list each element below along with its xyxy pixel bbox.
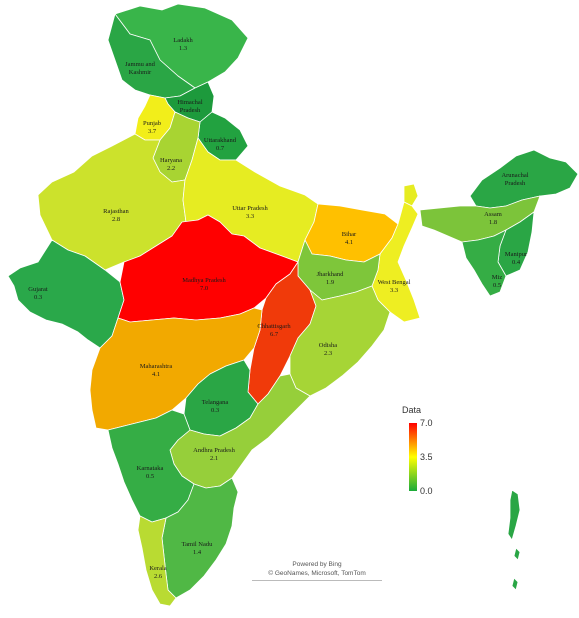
legend-title: Data [402, 405, 422, 415]
label-mp-value: 7.0 [200, 285, 208, 292]
label-chhattisgarh-name: Chhattisgarh [257, 323, 291, 330]
label-jharkhand-name: Jharkhand [317, 271, 344, 278]
state-sikkim[interactable] [403, 183, 419, 207]
label-rajasthan-value: 2.8 [112, 216, 120, 223]
label-jharkhand-value: 1.9 [326, 279, 334, 286]
legend-tick-mid: 3.5 [420, 452, 433, 462]
label-uttarakhand-name: Uttarakhand [204, 137, 237, 144]
state-kerala[interactable] [137, 515, 177, 607]
credit-divider [252, 580, 382, 581]
state-west-bengal[interactable] [371, 201, 421, 323]
label-manipur-name: Manipur [505, 251, 528, 258]
label-karnataka-name: Karnataka [137, 465, 164, 472]
label-jk-name-1: Jammu and [125, 61, 156, 68]
label-tn-name: Tamil Nadu [182, 541, 214, 548]
label-telangana-value: 0.3 [211, 407, 219, 414]
label-telangana-name: Telangana [202, 399, 229, 406]
label-odisha-value: 2.3 [324, 350, 332, 357]
state-odisha[interactable] [289, 285, 391, 397]
label-chhattisgarh-value: 6.7 [270, 331, 279, 338]
label-kerala-name: Kerala [149, 565, 166, 572]
label-mizoram-name: Miz [492, 274, 503, 281]
state-karnataka[interactable] [107, 409, 195, 523]
label-gujarat-value: 0.3 [34, 294, 42, 301]
label-ap-name: Andhra Pradesh [193, 447, 235, 454]
andaman-islands[interactable] [507, 489, 521, 591]
label-punjab-name: Punjab [143, 120, 161, 127]
label-tn-value: 1.4 [193, 549, 202, 556]
credit-attribution: © GeoNames, Microsoft, TomTom [268, 570, 366, 577]
label-kerala-value: 2.6 [154, 573, 163, 580]
label-odisha-name: Odisha [319, 342, 338, 349]
label-assam-value: 1.8 [489, 219, 497, 226]
label-mizoram-value: 0.5 [493, 282, 501, 289]
label-wb-value: 3.3 [390, 287, 398, 294]
label-assam-name: Assam [484, 211, 502, 218]
label-up-name: Uttar Pradesh [232, 205, 268, 212]
label-jk-name-2: Kashmir [129, 69, 152, 76]
legend-color-bar [409, 423, 417, 491]
label-ap-value: 2.1 [210, 455, 218, 462]
label-karnataka-value: 0.5 [146, 473, 154, 480]
label-manipur-value: 0.4 [512, 259, 521, 266]
label-hp-name-1: Himachal [177, 99, 202, 106]
label-rajasthan-name: Rajasthan [103, 208, 129, 215]
state-mizoram[interactable] [461, 229, 507, 297]
label-mp-name: Madhya Pradesh [182, 277, 226, 284]
label-maharashtra-name: Maharashtra [140, 363, 173, 370]
label-hp-name-2: Pradesh [180, 107, 201, 114]
legend-tick-high: 7.0 [420, 418, 433, 428]
legend-tick-low: 0.0 [420, 486, 433, 496]
label-wb-name: West Bengal [378, 279, 411, 286]
label-arunachal-name-1: Arunachal [501, 172, 528, 179]
label-punjab-value: 3.7 [148, 128, 157, 135]
label-arunachal-name-2: Pradesh [505, 180, 526, 187]
label-gujarat-name: Gujarat [28, 286, 48, 293]
label-bihar-name: Bihar [342, 231, 357, 238]
label-ladakh-value: 1.3 [179, 45, 187, 52]
label-haryana-name: Haryana [160, 157, 182, 164]
label-maharashtra-value: 4.1 [152, 371, 160, 378]
credit-powered-by: Powered by Bing [292, 561, 342, 568]
label-ladakh-name: Ladakh [173, 37, 193, 44]
label-up-value: 3.3 [246, 213, 254, 220]
label-uttarakhand-value: 0.7 [216, 145, 225, 152]
state-gujarat[interactable] [7, 239, 125, 349]
label-bihar-value: 4.1 [345, 239, 353, 246]
label-haryana-value: 2.2 [167, 165, 175, 172]
